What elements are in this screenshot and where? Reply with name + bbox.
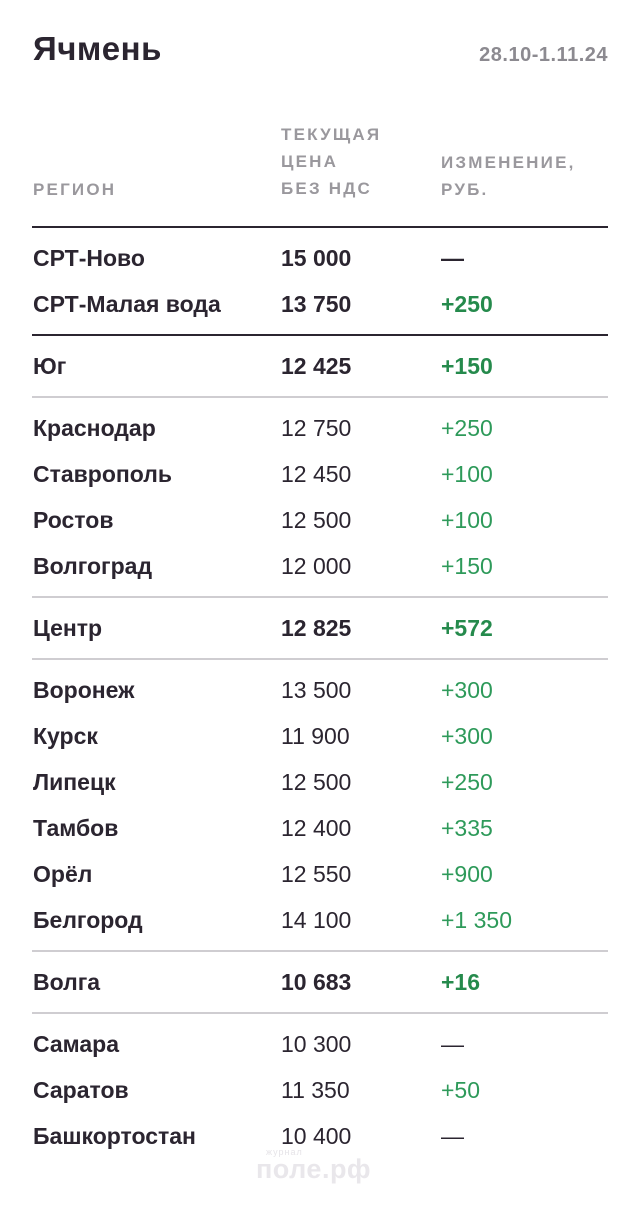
cell-region: Тамбов bbox=[33, 815, 119, 841]
cell-region: Волгоград bbox=[33, 553, 153, 579]
cell-region: Волга bbox=[33, 969, 101, 995]
cell-price: 12 500 bbox=[281, 769, 352, 795]
cell-region: Ростов bbox=[33, 507, 114, 533]
divider bbox=[32, 950, 608, 952]
cell-price: 10 683 bbox=[281, 969, 352, 995]
cell-price: 10 400 bbox=[281, 1123, 352, 1149]
cell-change: +150 bbox=[441, 353, 493, 379]
cell-change: +150 bbox=[441, 553, 493, 579]
cell-price: 12 450 bbox=[281, 461, 352, 487]
cell-region: Орёл bbox=[33, 861, 93, 887]
table-row: СРТ-Ново 15 000 — bbox=[0, 236, 640, 282]
table-row: Тамбов 12 400 +335 bbox=[0, 806, 640, 852]
cell-change: +900 bbox=[441, 861, 493, 887]
cell-price: 10 300 bbox=[281, 1031, 352, 1057]
cell-region: Ставрополь bbox=[33, 461, 173, 487]
table-row: Башкортостан 10 400 — bbox=[0, 1114, 640, 1160]
divider bbox=[32, 334, 608, 336]
cell-region: СРТ-Ново bbox=[33, 245, 145, 271]
cell-change: +300 bbox=[441, 723, 493, 749]
date-range: 28.10-1.11.24 bbox=[479, 44, 608, 66]
cell-price: 12 825 bbox=[281, 615, 352, 641]
cell-price: 12 000 bbox=[281, 553, 352, 579]
cell-region: Белгород bbox=[33, 907, 143, 933]
cell-region: Липецк bbox=[33, 769, 116, 795]
header-change: ИЗМЕНЕНИЕ, РУБ. bbox=[441, 149, 576, 203]
watermark-logo: журнал поле.рф bbox=[256, 1140, 386, 1190]
table-row: Волга 10 683 +16 bbox=[0, 960, 640, 1006]
cell-price: 13 500 bbox=[281, 677, 352, 703]
divider bbox=[32, 1012, 608, 1014]
cell-region: Курск bbox=[33, 723, 98, 749]
header-price-line: ТЕКУЩАЯ bbox=[281, 125, 382, 144]
table-row: Ставрополь 12 450 +100 bbox=[0, 452, 640, 498]
cell-price: 14 100 bbox=[281, 907, 352, 933]
table-row: Орёл 12 550 +900 bbox=[0, 852, 640, 898]
cell-change: +335 bbox=[441, 815, 493, 841]
divider bbox=[32, 226, 608, 228]
cell-region: Воронеж bbox=[33, 677, 135, 703]
cell-change: +16 bbox=[441, 969, 481, 995]
table-row: Краснодар 12 750 +250 bbox=[0, 406, 640, 452]
cell-region: Саратов bbox=[33, 1077, 129, 1103]
cell-price: 15 000 bbox=[281, 245, 352, 271]
table-row: СРТ-Малая вода 13 750 +250 bbox=[0, 282, 640, 328]
divider bbox=[32, 396, 608, 398]
table-row: Ростов 12 500 +100 bbox=[0, 498, 640, 544]
table-row: Курск 11 900 +300 bbox=[0, 714, 640, 760]
header-price-line: ЦЕНА bbox=[281, 152, 339, 171]
cell-price: 11 900 bbox=[281, 723, 350, 749]
cell-change: +300 bbox=[441, 677, 493, 703]
cell-price: 13 750 bbox=[281, 291, 352, 317]
cell-change: +250 bbox=[441, 291, 493, 317]
header-region-label: РЕГИОН bbox=[33, 180, 117, 199]
cell-region: Краснодар bbox=[33, 415, 156, 441]
cell-change: +1 350 bbox=[441, 907, 512, 933]
cell-region: Центр bbox=[33, 615, 103, 641]
cell-change: — bbox=[441, 1031, 464, 1057]
cell-region: СРТ-Малая вода bbox=[33, 291, 221, 317]
cell-change: — bbox=[441, 245, 464, 271]
table-row: Центр 12 825 +572 bbox=[0, 606, 640, 652]
table-row: Юг 12 425 +150 bbox=[0, 344, 640, 390]
cell-change: +50 bbox=[441, 1077, 481, 1103]
cell-change: +250 bbox=[441, 769, 493, 795]
watermark-big: поле.рф bbox=[256, 1154, 372, 1184]
cell-price: 12 400 bbox=[281, 815, 352, 841]
cell-change: +572 bbox=[441, 615, 493, 641]
page-title: Ячмень bbox=[33, 30, 162, 67]
cell-change: +100 bbox=[441, 507, 493, 533]
table-row: Белгород 14 100 +1 350 bbox=[0, 898, 640, 944]
divider bbox=[32, 596, 608, 598]
header-price: ТЕКУЩАЯ ЦЕНА БЕЗ НДС bbox=[281, 121, 381, 202]
watermark-small: журнал bbox=[266, 1147, 303, 1157]
cell-region: Юг bbox=[33, 353, 67, 379]
header-region: РЕГИОН bbox=[33, 176, 116, 203]
cell-region: Самара bbox=[33, 1031, 120, 1057]
divider bbox=[32, 658, 608, 660]
cell-region: Башкортостан bbox=[33, 1123, 196, 1149]
cell-change: — bbox=[441, 1123, 464, 1149]
cell-price: 12 500 bbox=[281, 507, 352, 533]
table-row: Саратов 11 350 +50 bbox=[0, 1068, 640, 1114]
cell-price: 11 350 bbox=[281, 1077, 350, 1103]
header-price-line: БЕЗ НДС bbox=[281, 179, 372, 198]
table-row: Волгоград 12 000 +150 bbox=[0, 544, 640, 590]
table-row: Самара 10 300 — bbox=[0, 1022, 640, 1068]
table-row: Воронеж 13 500 +300 bbox=[0, 668, 640, 714]
cell-price: 12 750 bbox=[281, 415, 352, 441]
header-change-line: РУБ. bbox=[441, 180, 489, 199]
table-row: Липецк 12 500 +250 bbox=[0, 760, 640, 806]
cell-price: 12 425 bbox=[281, 353, 352, 379]
cell-price: 12 550 bbox=[281, 861, 352, 887]
header-change-line: ИЗМЕНЕНИЕ, bbox=[441, 153, 576, 172]
cell-change: +100 bbox=[441, 461, 493, 487]
cell-change: +250 bbox=[441, 415, 493, 441]
